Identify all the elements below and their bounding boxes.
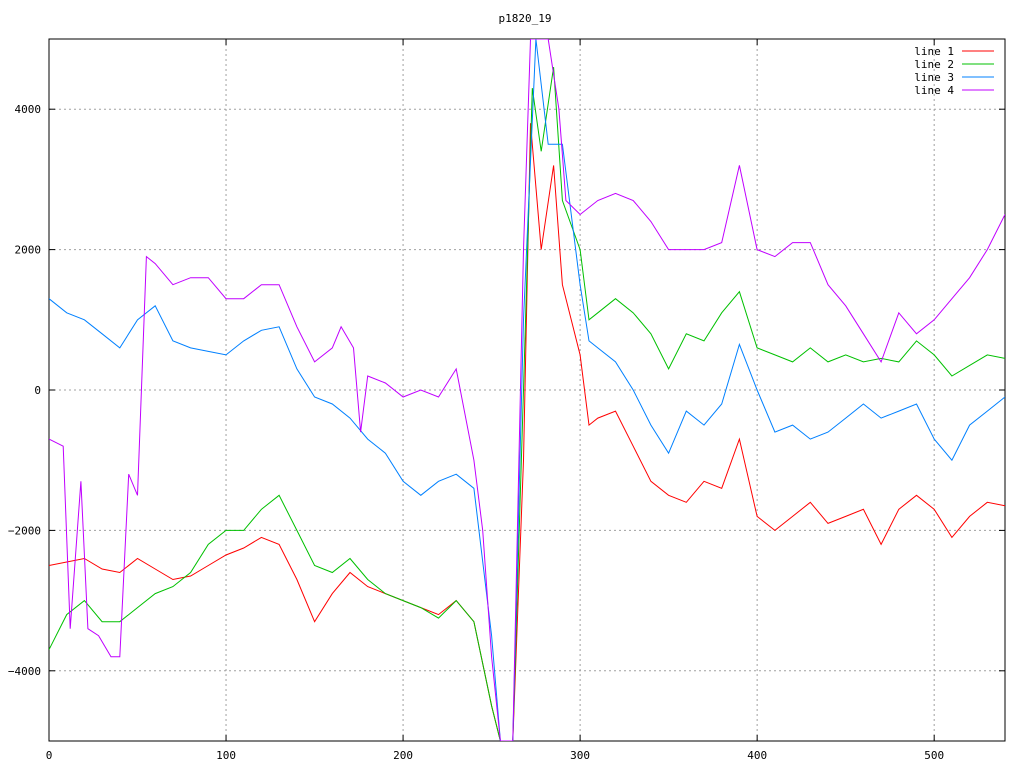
y-tick-label: −2000: [8, 524, 41, 537]
legend-label: line 1: [914, 45, 954, 58]
series-line-1: [49, 123, 1005, 741]
legend-label: line 3: [914, 71, 954, 84]
y-tick-label: 4000: [15, 103, 42, 116]
x-tick-label: 400: [747, 749, 767, 762]
x-tick-label: 500: [924, 749, 944, 762]
y-tick-label: 0: [34, 384, 41, 397]
chart-title: p1820_19: [499, 12, 552, 25]
y-axis: −4000 −2000 0 2000 4000: [8, 103, 1005, 678]
series-line-3: [49, 39, 1005, 741]
x-tick-label: 300: [570, 749, 590, 762]
series-line-4: [49, 39, 1005, 741]
series-group: [49, 39, 1005, 741]
legend-label: line 2: [914, 58, 954, 71]
y-tick-label: 2000: [15, 244, 42, 257]
legend-label: line 4: [914, 84, 954, 97]
series-line-2: [49, 67, 1005, 741]
x-tick-label: 0: [46, 749, 53, 762]
x-axis: 0 100 200 300 400 500: [46, 39, 944, 762]
y-tick-label: −4000: [8, 665, 41, 678]
x-tick-label: 200: [393, 749, 413, 762]
x-tick-label: 100: [216, 749, 236, 762]
grid: [49, 39, 1005, 741]
